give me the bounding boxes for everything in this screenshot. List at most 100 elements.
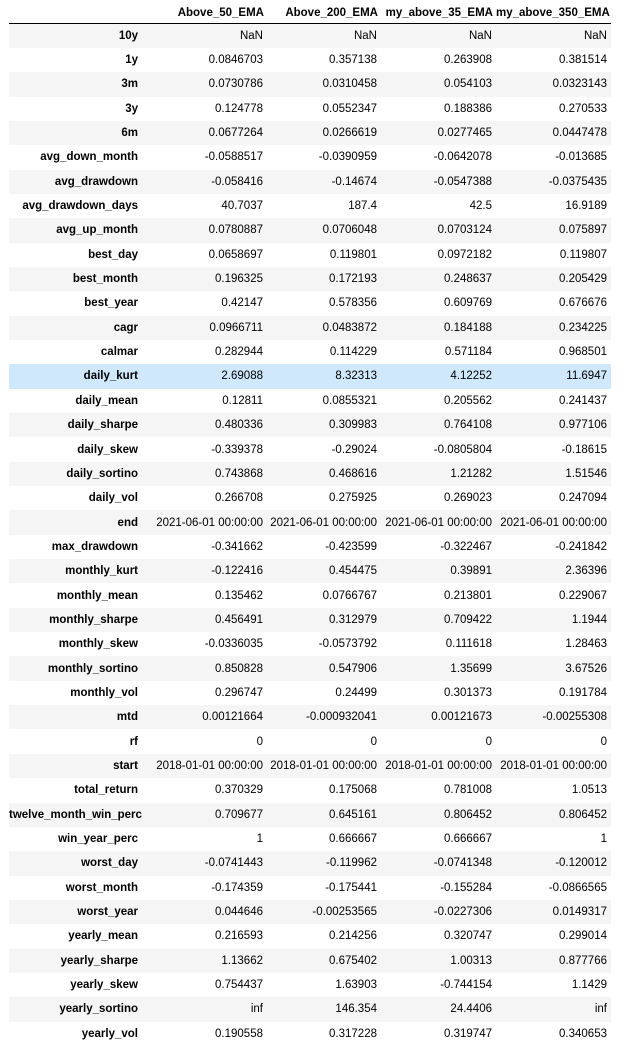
table-cell: 0.188386: [444, 102, 492, 115]
table-cell: 0.743868: [215, 467, 263, 480]
table-cell: -0.29024: [331, 443, 377, 456]
row-label: yearly_sortino: [59, 1003, 138, 1016]
row-label: daily_skew: [77, 443, 138, 456]
table-cell: 0.381514: [559, 54, 607, 67]
table-cell: 40.7037: [221, 200, 263, 213]
table-cell: -0.241842: [555, 540, 607, 553]
table-row: max_drawdown -0.341662 -0.423599 -0.322467 -…: [9, 534, 611, 560]
table-cell: 0.319747: [444, 1027, 492, 1040]
table-cell: 2021-06-01 00:00:00: [500, 516, 607, 529]
table-cell: -0.00253565: [312, 906, 377, 919]
table-row: monthly_sortino 0.850828 0.547906 1.35699 3.…: [9, 656, 611, 681]
table-cell: 0.0703124: [437, 224, 492, 237]
table-cell: 1.28463: [565, 638, 607, 651]
row-label: 3m: [121, 78, 138, 91]
table-cell: 0.977106: [559, 419, 607, 432]
table-cell: 0.0766767: [322, 589, 377, 602]
table-cell: 1.51546: [565, 467, 607, 480]
table-row: yearly_skew 0.754437 1.63903 -0.744154 1.142…: [9, 972, 611, 998]
table-cell: 0.196325: [215, 273, 263, 286]
table-row: avg_up_month 0.0780887 0.0706048 0.0703124 0…: [9, 218, 611, 243]
row-label: best_year: [84, 297, 138, 310]
table-row: 3y 0.124778 0.0552347 0.188386 0.270533: [9, 96, 611, 121]
table-cell: -0.0588517: [204, 151, 263, 164]
table-cell: 0.184188: [444, 321, 492, 334]
table-cell: 0.0310458: [322, 78, 377, 91]
row-label: daily_kurt: [83, 370, 138, 383]
table-cell: -0.423599: [325, 540, 377, 553]
table-cell: 0.269023: [444, 492, 492, 505]
table-cell: 2018-01-01 00:00:00: [156, 759, 263, 772]
table-cell: 4.12252: [450, 370, 492, 383]
table-cell: -0.0547388: [433, 175, 492, 188]
table-cell: -0.000932041: [306, 711, 377, 724]
table-cell: 0: [600, 735, 607, 748]
table-cell: 2018-01-01 00:00:00: [385, 759, 492, 772]
table-cell: 0.675402: [329, 954, 377, 967]
table-cell: 0: [485, 735, 492, 748]
table-cell: -0.0390959: [318, 151, 377, 164]
table-cell: 1.1944: [571, 613, 607, 626]
table-cell: 0.309983: [329, 419, 377, 432]
table-row: rf 0 0 0 0: [9, 729, 611, 754]
table-cell: 1.1429: [571, 979, 607, 992]
table-cell: 0.781008: [444, 784, 492, 797]
table-cell: NaN: [239, 29, 263, 42]
table-cell: 0.764108: [444, 419, 492, 432]
table-cell: 0.301373: [444, 686, 492, 699]
table-row: 6m 0.0677264 0.0266619 0.0277465 0.0447478: [9, 120, 611, 146]
table-cell: NaN: [468, 29, 492, 42]
table-row: cagr 0.0966711 0.0483872 0.184188 0.234225: [9, 315, 611, 340]
table-body: 10y NaN NaN NaN NaN 1y 0.0846703 0.357138 0.2639…: [9, 23, 611, 1046]
table-cell: 11.6947: [566, 370, 607, 383]
table-row: daily_kurt 2.69088 8.32313 4.12252 11.6947: [9, 364, 611, 389]
table-cell: 0.39891: [450, 565, 492, 578]
table-cell: -0.155284: [440, 881, 492, 894]
table-cell: 0.054103: [444, 78, 492, 91]
table-cell: 0.0677264: [208, 127, 263, 140]
table-cell: 2018-01-01 00:00:00: [270, 759, 377, 772]
column-header: Above_200_EMA: [267, 3, 381, 24]
row-label: start: [113, 759, 138, 772]
table-cell: 2018-01-01 00:00:00: [500, 759, 607, 772]
table-row: end 2021-06-01 00:00:00 2021-06-01 00:00:0…: [9, 510, 611, 535]
table-cell: 0.216593: [215, 930, 263, 943]
table-cell: 0.666667: [444, 833, 492, 846]
row-label: best_day: [88, 248, 138, 261]
table-cell: 0.806452: [559, 808, 607, 821]
table-cell: 0.111618: [445, 638, 492, 651]
table-cell: -0.00255308: [542, 711, 607, 724]
table-row: calmar 0.282944 0.114229 0.571184 0.968501: [9, 339, 611, 365]
table-cell: 0.282944: [215, 346, 263, 359]
table-cell: 0.172193: [329, 273, 377, 286]
table-cell: 0.676676: [559, 297, 607, 310]
table-cell: 0.468616: [329, 467, 377, 480]
table-row: daily_sortino 0.743868 0.468616 1.21282 1.51…: [9, 461, 611, 487]
table-cell: -0.0741443: [204, 857, 263, 870]
row-label: monthly_sortino: [47, 662, 138, 675]
table-row: worst_year 0.044646 -0.00253565 -0.0227306 0…: [9, 899, 611, 925]
table-cell: 0.119807: [559, 248, 607, 261]
row-label: rf: [129, 735, 138, 748]
table-cell: 2021-06-01 00:00:00: [270, 516, 377, 529]
table-cell: 0.968501: [559, 346, 607, 359]
table-row: monthly_vol 0.296747 0.24499 0.301373 0.1917…: [9, 680, 611, 706]
table-cell: 0: [256, 735, 263, 748]
dataframe-table: Above_50_EMA Above_200_EMA my_above_35_E…: [9, 3, 611, 1046]
row-label: win_year_perc: [58, 833, 138, 846]
table-row: twelve_month_win_perc 0.709677 0.645161 0.8…: [9, 802, 611, 827]
table-cell: 0.266708: [215, 492, 263, 505]
table-cell: 0.370329: [215, 784, 263, 797]
row-label: max_drawdown: [51, 540, 138, 553]
table-cell: 0.0277465: [437, 127, 492, 140]
row-label: monthly_skew: [58, 638, 138, 651]
table-row: 1y 0.0846703 0.357138 0.263908 0.381514: [9, 47, 611, 73]
table-cell: -0.744154: [440, 979, 492, 992]
table-cell: 0.175068: [329, 784, 377, 797]
table-cell: 0.578356: [329, 297, 377, 310]
table-cell: -0.0805804: [433, 443, 492, 456]
table-cell: -0.0866565: [548, 881, 607, 894]
table-cell: -0.174359: [211, 881, 263, 894]
row-label: 1y: [125, 54, 138, 67]
row-label: worst_month: [65, 881, 138, 894]
